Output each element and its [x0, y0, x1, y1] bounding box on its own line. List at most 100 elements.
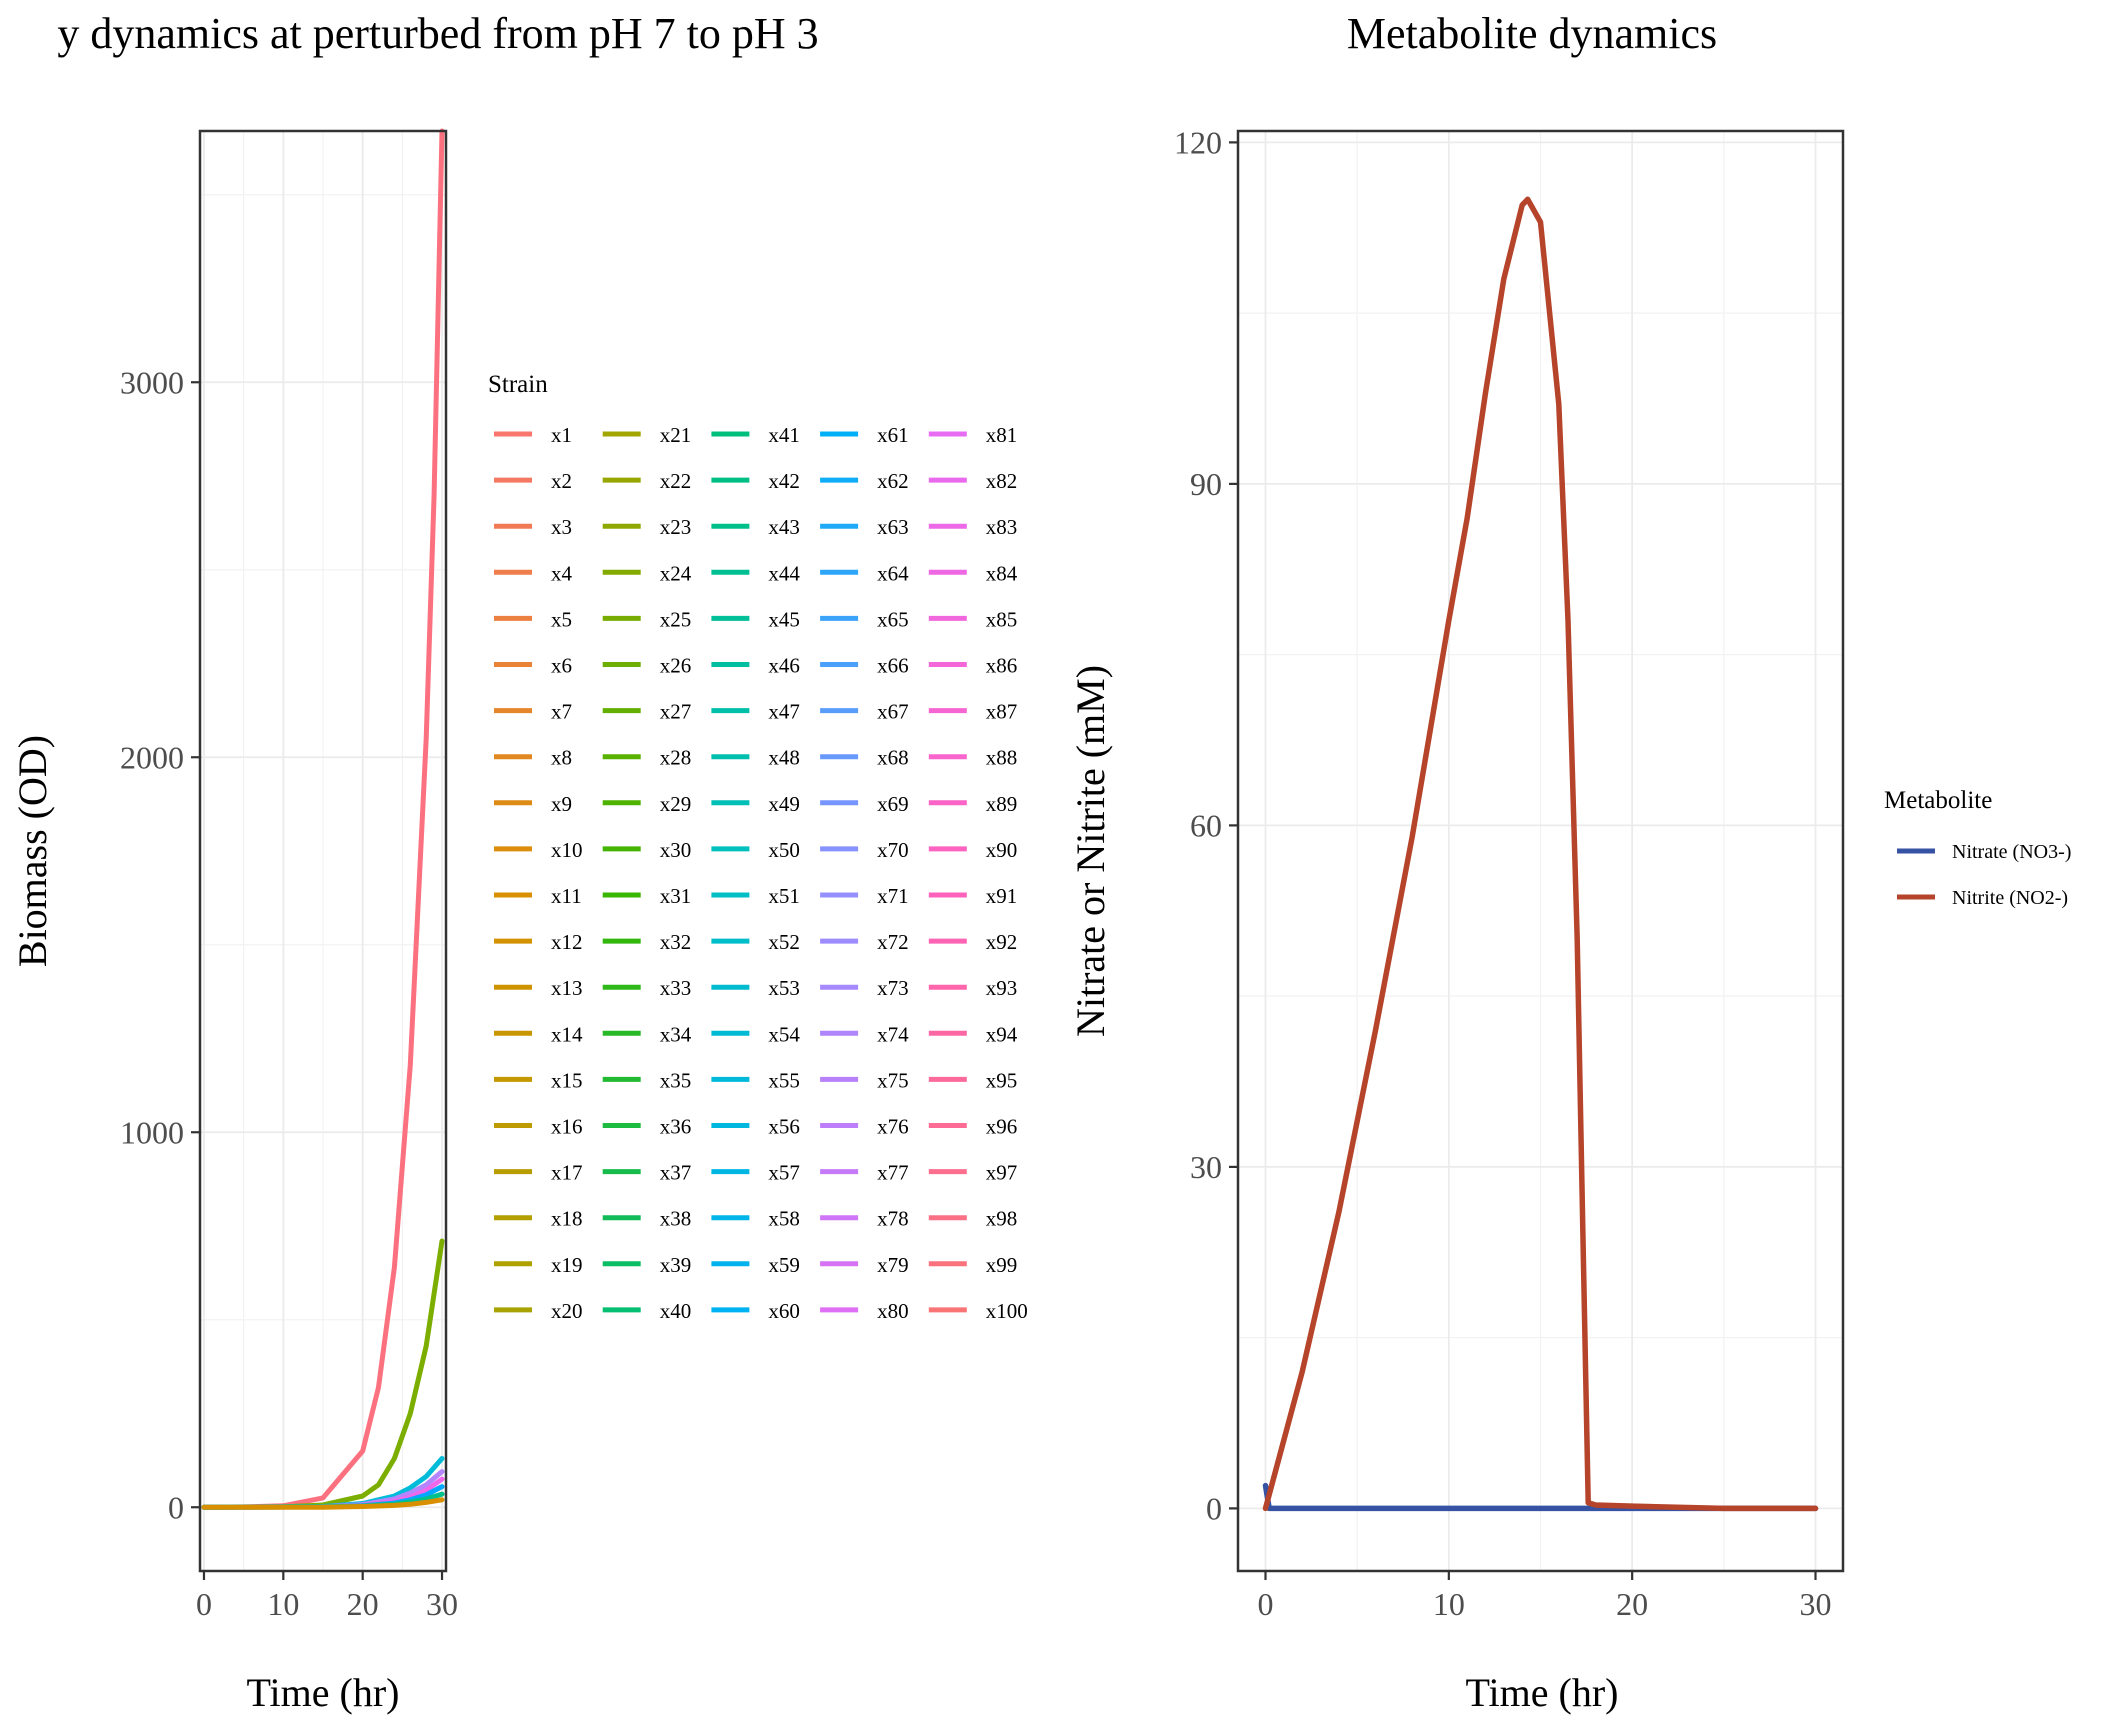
- legend-label-x35: x35: [660, 1068, 692, 1092]
- legend-label-x85: x85: [986, 607, 1018, 631]
- legend-label-x17: x17: [551, 1161, 583, 1185]
- x-tick-label: 30: [1800, 1586, 1832, 1622]
- metabolite-chart: Metabolite dynamics 0 10 20 30 0 30 60 90 120 Ti…: [1068, 9, 1845, 1715]
- biomass-chart: y dynamics at perturbed from pH 7 to pH …: [10, 9, 819, 1715]
- legend-label-x56: x56: [768, 1115, 800, 1139]
- legend-label-x73: x73: [877, 976, 909, 1000]
- x-tick-label: 10: [1433, 1586, 1465, 1622]
- legend-label-x69: x69: [877, 792, 909, 816]
- legend-label-x31: x31: [660, 884, 692, 908]
- legend-label-x97: x97: [986, 1161, 1018, 1185]
- legend-label-x3: x3: [551, 515, 572, 539]
- legend-label-x46: x46: [768, 654, 800, 678]
- legend-label-x78: x78: [877, 1207, 909, 1231]
- legend-label-x33: x33: [660, 976, 692, 1000]
- legend-label-x39: x39: [660, 1253, 692, 1277]
- y-tick-label: 0: [168, 1489, 184, 1525]
- legend-label-x24: x24: [660, 561, 692, 585]
- strain-legend: Strain x1 x2 x3 x4 x5 x6 x7 x8 x9 x10 x11 x12 x13 x14…: [488, 371, 1028, 1323]
- metabolite-legend: Metabolite Nitrate (NO3-) Nitrite (NO2-): [1884, 787, 2071, 909]
- legend-label-x7: x7: [551, 700, 572, 724]
- y-tick-label: 30: [1190, 1149, 1222, 1185]
- legend-label-x76: x76: [877, 1115, 909, 1139]
- legend-label-x22: x22: [660, 469, 692, 493]
- y-tick-label: 90: [1190, 466, 1222, 502]
- legend-label-x45: x45: [768, 607, 800, 631]
- y-tick-label: 3000: [120, 364, 184, 400]
- biomass-series-group: [201, 128, 445, 1510]
- x-tick-label: 10: [267, 1586, 299, 1622]
- legend-label-x21: x21: [660, 423, 692, 447]
- legend-label-x74: x74: [877, 1022, 909, 1046]
- x-tick-label: 0: [196, 1586, 212, 1622]
- strain-legend-items: x1 x2 x3 x4 x5 x6 x7 x8 x9 x10 x11 x12 x13 x14 x15 x16 x…: [494, 423, 1028, 1323]
- legend-label-x25: x25: [660, 607, 692, 631]
- legend-label-x90: x90: [986, 838, 1018, 862]
- legend-label-x54: x54: [768, 1022, 800, 1046]
- legend-label-x91: x91: [986, 884, 1018, 908]
- legend-label-x71: x71: [877, 884, 909, 908]
- legend-label-x26: x26: [660, 654, 692, 678]
- legend-label-x30: x30: [660, 838, 692, 862]
- legend-label-x95: x95: [986, 1068, 1018, 1092]
- legend-label-x11: x11: [551, 884, 582, 908]
- legend-label-x67: x67: [877, 700, 909, 724]
- metabolite-legend-label: Nitrate (NO3-): [1952, 841, 2071, 863]
- legend-label-x16: x16: [551, 1115, 583, 1139]
- legend-label-x82: x82: [986, 469, 1018, 493]
- metabolite-grid: [1238, 131, 1843, 1571]
- legend-label-x38: x38: [660, 1207, 692, 1231]
- legend-label-x55: x55: [768, 1068, 800, 1092]
- legend-label-x59: x59: [768, 1253, 800, 1277]
- legend-label-x4: x4: [551, 561, 573, 585]
- biomass-chart-title: y dynamics at perturbed from pH 7 to pH …: [57, 9, 818, 58]
- legend-label-x75: x75: [877, 1068, 909, 1092]
- legend-label-x48: x48: [768, 746, 800, 770]
- legend-label-x88: x88: [986, 746, 1018, 770]
- legend-label-x41: x41: [768, 423, 800, 447]
- legend-label-x99: x99: [986, 1253, 1018, 1277]
- legend-label-x29: x29: [660, 792, 692, 816]
- legend-label-x62: x62: [877, 469, 909, 493]
- x-tick-label: 20: [347, 1586, 379, 1622]
- legend-label-x47: x47: [768, 700, 800, 724]
- x-tick-label: 20: [1616, 1586, 1648, 1622]
- legend-label-x53: x53: [768, 976, 800, 1000]
- y-tick-label: 1000: [120, 1114, 184, 1150]
- legend-label-x32: x32: [660, 930, 692, 954]
- legend-label-x65: x65: [877, 607, 909, 631]
- legend-label-x5: x5: [551, 607, 572, 631]
- legend-label-x79: x79: [877, 1253, 909, 1277]
- legend-label-x43: x43: [768, 515, 800, 539]
- legend-label-x68: x68: [877, 746, 909, 770]
- legend-label-x80: x80: [877, 1299, 909, 1323]
- biomass-panel-border: [198, 129, 448, 1573]
- legend-label-x72: x72: [877, 930, 909, 954]
- metabolite-legend-items: Nitrate (NO3-) Nitrite (NO2-): [1897, 841, 2071, 909]
- legend-label-x66: x66: [877, 654, 909, 678]
- legend-label-x58: x58: [768, 1207, 800, 1231]
- legend-label-x64: x64: [877, 561, 909, 585]
- legend-label-x40: x40: [660, 1299, 692, 1323]
- metabolite-x-axis-label: Time (hr): [1466, 1670, 1619, 1715]
- legend-label-x86: x86: [986, 654, 1018, 678]
- metabolite-series-group: [1262, 196, 1819, 1512]
- metabolite-axes: 0 10 20 30 0 30 60 90 120: [1174, 124, 1832, 1622]
- legend-label-x34: x34: [660, 1022, 692, 1046]
- legend-label-x19: x19: [551, 1253, 583, 1277]
- legend-label-x2: x2: [551, 469, 572, 493]
- metabolite-y-axis-label: Nitrate or Nitrite (mM): [1068, 665, 1113, 1037]
- legend-label-x12: x12: [551, 930, 583, 954]
- legend-label-x70: x70: [877, 838, 909, 862]
- legend-label-x37: x37: [660, 1161, 692, 1185]
- biomass-axes: 0 10 20 30 0 1000 2000 3000: [120, 364, 458, 1622]
- legend-label-x28: x28: [660, 746, 692, 770]
- legend-label-x13: x13: [551, 976, 583, 1000]
- legend-label-x9: x9: [551, 792, 572, 816]
- legend-label-x60: x60: [768, 1299, 800, 1323]
- y-tick-label: 2000: [120, 739, 184, 775]
- biomass-x-axis-label: Time (hr): [247, 1670, 400, 1715]
- legend-label-x83: x83: [986, 515, 1018, 539]
- legend-label-x77: x77: [877, 1161, 909, 1185]
